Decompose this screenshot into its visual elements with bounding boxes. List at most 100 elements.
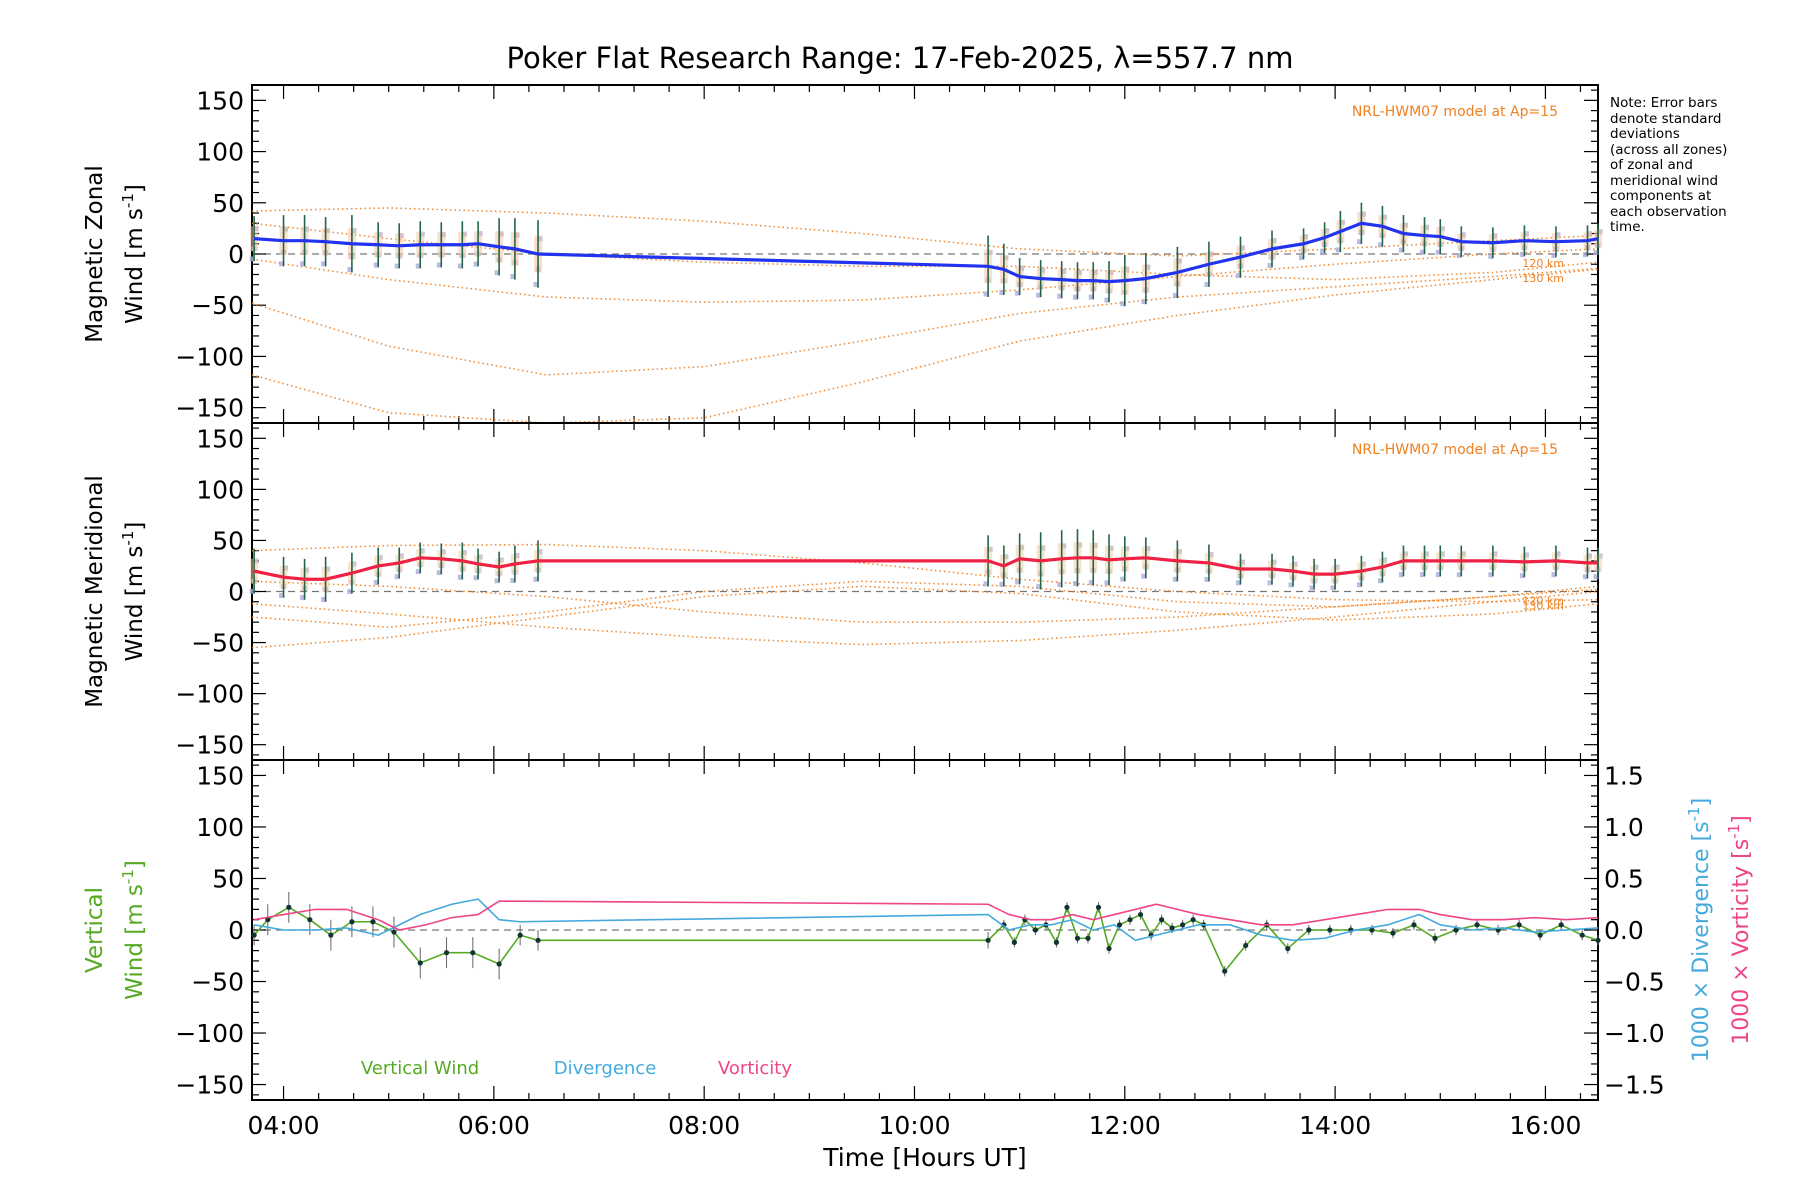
model-altitude-label: 130 km bbox=[1522, 272, 1564, 285]
vertical-point bbox=[1159, 917, 1165, 923]
vertical-point bbox=[1106, 945, 1112, 952]
vertical-point bbox=[985, 937, 991, 943]
zone-point bbox=[1172, 576, 1178, 582]
y-tick-label: 100 bbox=[196, 138, 244, 167]
vertical-point bbox=[496, 961, 502, 967]
model-altitude-label: 130 km bbox=[1522, 599, 1564, 612]
vertical-point bbox=[1064, 904, 1070, 910]
y-tick-label: 0 bbox=[228, 916, 244, 945]
zone-point bbox=[1419, 572, 1425, 578]
vertical-point bbox=[1558, 922, 1564, 928]
model-curve bbox=[251, 590, 1599, 646]
zone-point bbox=[1335, 247, 1341, 253]
note-line: of zonal and bbox=[1610, 157, 1693, 173]
vertical-point bbox=[251, 932, 257, 938]
zone-point bbox=[279, 261, 285, 267]
y-tick-label: 150 bbox=[196, 86, 244, 115]
zone-point bbox=[321, 596, 327, 602]
zone-point bbox=[347, 267, 353, 273]
vertical-point bbox=[1411, 922, 1417, 928]
x-tick-label: 04:00 bbox=[248, 1111, 320, 1140]
zone-point bbox=[1456, 253, 1462, 259]
figure-title: Poker Flat Research Range: 17-Feb-2025, … bbox=[507, 41, 1294, 75]
model-curve bbox=[251, 585, 1599, 649]
y-label-line2: Wind [m s-1] bbox=[119, 860, 148, 1000]
vertical-line bbox=[253, 904, 1599, 973]
zone-point bbox=[1593, 574, 1599, 580]
zone-point bbox=[1582, 574, 1588, 580]
panel-1: −150 −100 −50 0 50 100 150 Magnetic Zonal Wind [… bbox=[82, 84, 1603, 424]
divergence-axis-label: 1000 × Divergence [s-1] bbox=[1685, 798, 1714, 1062]
note-line: meridional wind bbox=[1610, 172, 1719, 189]
y-axis-label: Vertical Wind [m s-1] bbox=[82, 860, 148, 1000]
y-tick-label: −100 bbox=[175, 680, 244, 709]
zone-point bbox=[436, 570, 442, 576]
model-label: NRL-HWM07 model at Ap=15 bbox=[1352, 104, 1558, 120]
model-curve bbox=[251, 268, 1599, 424]
model-curve bbox=[251, 543, 1599, 603]
note-line: (across all zones) bbox=[1610, 141, 1728, 158]
zone-point bbox=[1072, 294, 1078, 300]
model-label: NRL-HWM07 model at Ap=15 bbox=[1352, 442, 1558, 458]
zone-point bbox=[373, 580, 379, 586]
vertical-point bbox=[1032, 927, 1039, 933]
x-tick-label: 16:00 bbox=[1509, 1111, 1581, 1140]
y-tick-label: −100 bbox=[175, 1019, 244, 1048]
zone-point bbox=[1398, 572, 1404, 578]
y-tick-label: 50 bbox=[212, 526, 244, 555]
y2-axis-label: 1000 × Divergence [s-1] 1000 × Vorticity … bbox=[1685, 798, 1754, 1062]
zone-point bbox=[415, 569, 421, 575]
zone-point bbox=[1488, 572, 1494, 578]
zone-point bbox=[249, 588, 255, 594]
zone-point bbox=[415, 263, 421, 269]
zone-point bbox=[1088, 294, 1094, 300]
vertical-point bbox=[417, 960, 423, 966]
zonal-wind-line bbox=[253, 221, 1599, 284]
vertical-point bbox=[1116, 922, 1123, 928]
zone-point bbox=[300, 595, 306, 601]
zone-point bbox=[1057, 293, 1063, 299]
vertical-point bbox=[1285, 945, 1291, 952]
zone-point bbox=[1419, 249, 1425, 255]
divergence-line bbox=[253, 898, 1599, 942]
vertical-point bbox=[1074, 935, 1081, 941]
vertical-point bbox=[1127, 917, 1133, 923]
y-tick-label: −100 bbox=[175, 342, 244, 371]
zone-point bbox=[1267, 580, 1273, 586]
note-line: each observation bbox=[1610, 203, 1727, 220]
vertical-point bbox=[535, 937, 541, 943]
zone-point bbox=[1072, 581, 1078, 587]
zone-point bbox=[510, 274, 516, 280]
x-axis-label: Time [Hours UT] bbox=[822, 1143, 1026, 1172]
panel-2: −150 −100 −50 0 50 100 150 Magnetic Meridional W… bbox=[82, 422, 1603, 761]
y2-tick-label: −1.5 bbox=[1604, 1071, 1665, 1100]
zone-point bbox=[1309, 585, 1315, 591]
note-line: deviations bbox=[1610, 126, 1680, 142]
y-label-line1: Magnetic Meridional bbox=[82, 475, 108, 708]
zone-point bbox=[1120, 301, 1126, 307]
vertical-point bbox=[1137, 911, 1144, 918]
zone-point bbox=[999, 581, 1005, 587]
y-label-line1: Magnetic Zonal bbox=[82, 165, 108, 343]
y-tick-label: −50 bbox=[191, 291, 244, 320]
vertical-point bbox=[1579, 932, 1585, 938]
zone-point bbox=[436, 262, 442, 268]
zone-point bbox=[1088, 580, 1094, 586]
zone-point bbox=[347, 589, 353, 594]
zone-point bbox=[373, 262, 379, 268]
zone-point bbox=[533, 281, 539, 287]
y-tick-label: 0 bbox=[228, 578, 244, 607]
vertical-point bbox=[1327, 927, 1333, 933]
y2-tick-label: −0.5 bbox=[1604, 968, 1665, 997]
vertical-point bbox=[307, 917, 313, 923]
zone-point bbox=[494, 578, 500, 584]
zone-point bbox=[983, 581, 989, 587]
panel-3: −150 −100 −50 0 50 100 150 Vertical Wind [m s-1]… bbox=[82, 759, 1754, 1140]
vertical-point bbox=[1243, 942, 1249, 949]
zone-point bbox=[1330, 585, 1336, 591]
vertical-point bbox=[1190, 917, 1196, 923]
zone-point bbox=[300, 261, 306, 267]
vertical-point bbox=[370, 919, 376, 925]
zone-point bbox=[1299, 255, 1305, 261]
